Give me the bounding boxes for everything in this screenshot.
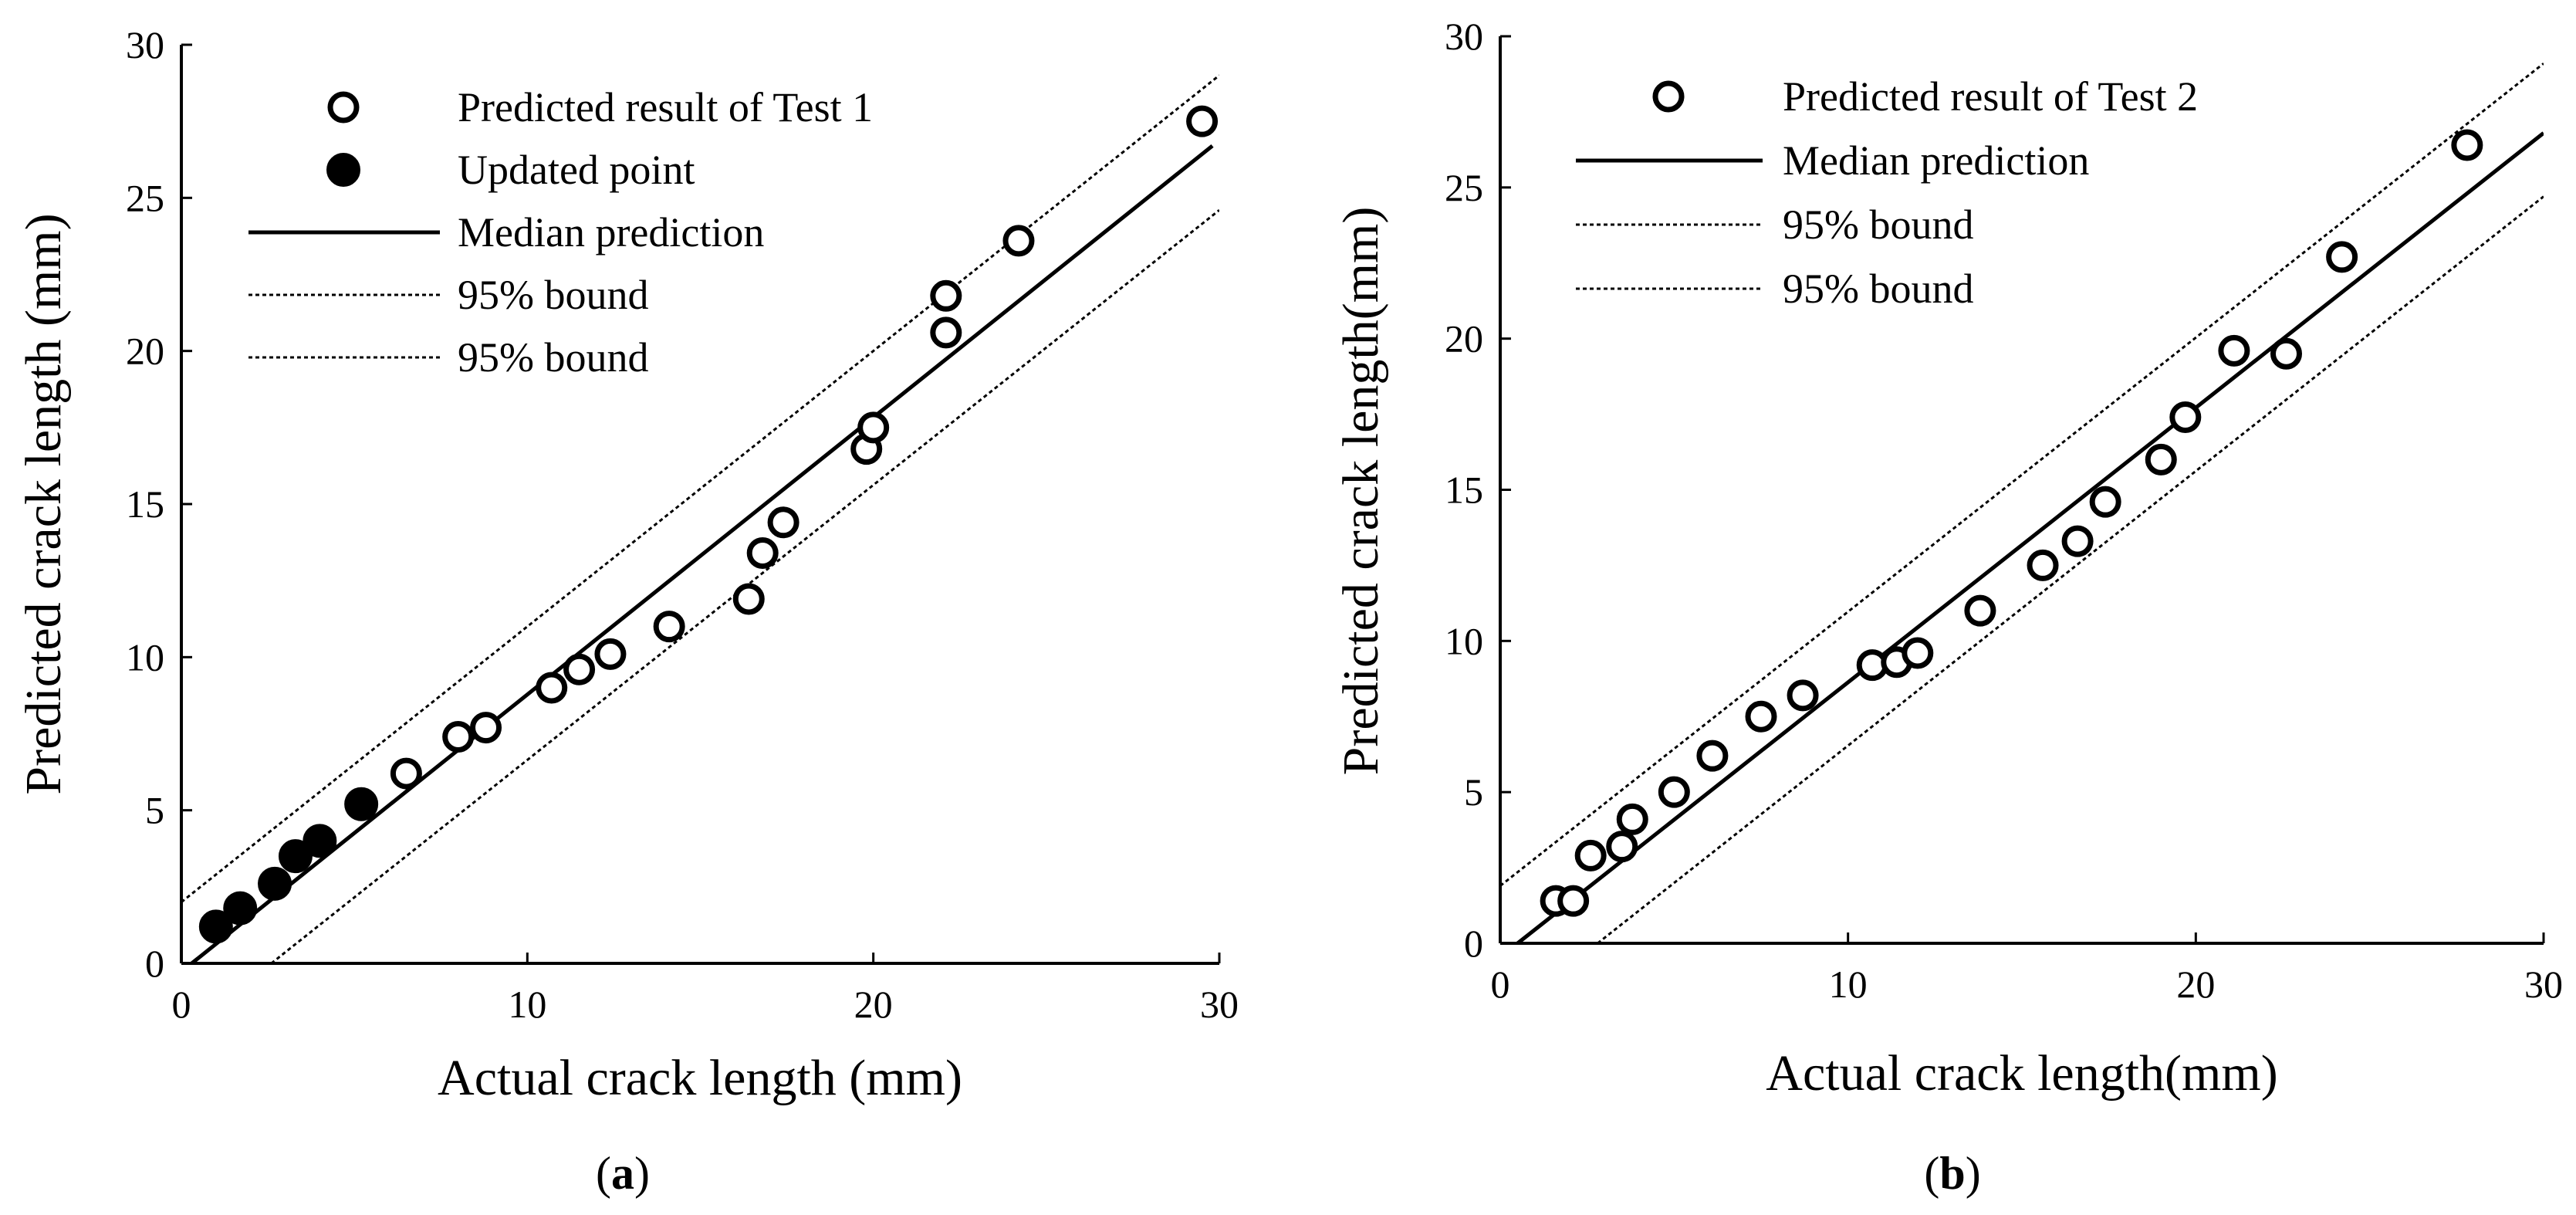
- chart-b-x-tick-label: 10: [1829, 963, 1868, 1006]
- chart-a-predicted-point: [1002, 225, 1035, 257]
- chart-b-legend-label: 95% bound: [1783, 201, 1973, 248]
- chart-b-predicted-point: [2089, 486, 2121, 518]
- chart-a-x-tick-label: 10: [508, 983, 546, 1026]
- chart-a-predicted-point: [653, 611, 685, 643]
- chart-a-legend-label: Median prediction: [458, 209, 764, 256]
- chart-b-predicted-point: [2451, 129, 2483, 161]
- chart-a-x-tick-label: 20: [854, 983, 893, 1026]
- chart-a-legend-symbol: [326, 153, 360, 187]
- chart-a-points: [198, 105, 1219, 944]
- chart-b-x-tick-label: 20: [2176, 963, 2215, 1006]
- chart-b-y-tick-label: 30: [1445, 15, 1483, 58]
- chart-a-predicted-point: [857, 411, 890, 444]
- chart-b-predicted-point: [2270, 337, 2303, 370]
- chart-a-x-ticks: 0 10 20 30: [172, 953, 1239, 1026]
- chart-a-predicted-point: [746, 536, 779, 569]
- chart-b-x-tick-label: 0: [1491, 963, 1510, 1006]
- chart-a-x-label: Actual crack length (mm): [438, 1050, 962, 1106]
- chart-a-legend-label: 95% bound: [458, 272, 648, 318]
- chart-b-caption: (b): [1924, 1148, 1980, 1199]
- chart-a-bound-line: [181, 74, 1219, 903]
- chart-a-updated-point: [344, 787, 379, 821]
- chart-a-x-tick-label: 0: [172, 983, 191, 1026]
- chart-b-bound-line: [1500, 63, 2544, 887]
- chart-a-y-ticks: 0 5 10 15 20 25 30: [126, 23, 192, 985]
- chart-b-predicted-point: [1606, 831, 1638, 863]
- chart-b-y-tick-label: 0: [1464, 922, 1483, 965]
- chart-a-predicted-point: [390, 757, 422, 790]
- chart-a-legend-label: Predicted result of Test 1: [458, 84, 873, 130]
- chart-b-predicted-point: [1557, 885, 1590, 917]
- chart-a-x-tick-label: 30: [1200, 983, 1239, 1026]
- chart-panel-b: 0 10 20 30 0 5 10 15 20 25 30 Predicted result of…: [1333, 15, 2563, 1199]
- chart-b-y-ticks: 0 5 10 15 20 25 30: [1445, 15, 1511, 965]
- chart-a-predicted-point: [563, 653, 596, 685]
- chart-b-legend-label: Predicted result of Test 2: [1783, 73, 2198, 120]
- chart-a-predicted-point: [442, 720, 475, 753]
- chart-b-x-tick-label: 30: [2524, 963, 2563, 1006]
- chart-b-predicted-point: [2326, 241, 2358, 273]
- chart-b-predicted-point: [1616, 803, 1648, 835]
- chart-b-legend: Predicted result of Test 2 Median predict…: [1576, 73, 2198, 312]
- chart-a-predicted-point: [1186, 105, 1219, 137]
- chart-b-lines: [1500, 63, 2544, 943]
- chart-a-legend-label: Updated point: [458, 147, 695, 193]
- chart-a-updated-point: [278, 839, 313, 874]
- chart-b-predicted-point: [2061, 525, 2094, 557]
- chart-b-points: [1540, 129, 2483, 917]
- chart-b-y-tick-label: 20: [1445, 317, 1483, 360]
- chart-a-predicted-point: [594, 638, 627, 670]
- chart-a-predicted-point: [767, 506, 800, 539]
- chart-a-y-tick-label: 5: [145, 789, 164, 832]
- chart-a-updated-point: [258, 866, 292, 901]
- chart-b-predicted-point: [2169, 401, 2202, 433]
- chart-a-predicted-point: [536, 672, 568, 704]
- chart-b-x-label: Actual crack length(mm): [1766, 1045, 2277, 1102]
- chart-a-y-tick-label: 15: [126, 482, 164, 526]
- chart-a-y-tick-label: 25: [126, 176, 164, 219]
- chart-b-legend-label: 95% bound: [1783, 266, 1973, 312]
- chart-a-y-tick-label: 0: [145, 942, 164, 985]
- chart-b-predicted-point: [1658, 776, 1690, 808]
- chart-b-predicted-point: [1745, 700, 1777, 733]
- chart-panel-a: 0 10 20 30 0 5 10 15 20 25 30 Predicted result of…: [15, 23, 1239, 1199]
- chart-a-updated-point: [223, 891, 258, 926]
- chart-b-caption-letter: b: [1939, 1148, 1965, 1199]
- chart-b-predicted-point: [1787, 679, 1819, 712]
- chart-b-x-ticks: 0 10 20 30: [1491, 932, 2563, 1006]
- chart-b-y-label: Predicted crack length(mm): [1333, 207, 1389, 776]
- chart-a-median-line: [190, 144, 1214, 963]
- chart-a-y-tick-label: 30: [126, 23, 164, 66]
- chart-a-predicted-point: [930, 279, 962, 312]
- chart-a-y-tick-label: 10: [126, 635, 164, 679]
- chart-a-caption: (a): [596, 1148, 650, 1199]
- chart-b-predicted-point: [2145, 443, 2177, 476]
- chart-b-legend-label: Median prediction: [1783, 137, 2089, 184]
- chart-b-legend-symbol: [1652, 80, 1685, 113]
- chart-b-y-tick-label: 5: [1464, 770, 1483, 814]
- chart-a-predicted-point: [930, 316, 962, 349]
- chart-b-median-line: [1516, 131, 2544, 943]
- chart-a-updated-point: [198, 909, 233, 944]
- chart-a-legend-symbol: [327, 91, 360, 124]
- chart-b-y-tick-label: 15: [1445, 469, 1483, 512]
- chart-a-y-tick-label: 20: [126, 330, 164, 373]
- chart-a-legend-label: 95% bound: [458, 334, 648, 381]
- chart-b-predicted-point: [1964, 594, 1996, 627]
- chart-a-predicted-point: [470, 712, 502, 744]
- chart-b-predicted-point: [1574, 839, 1607, 871]
- chart-b-predicted-point: [1696, 739, 1729, 772]
- chart-a-caption-letter: a: [611, 1148, 634, 1199]
- chart-a-y-label: Predicted crack length (mm): [15, 213, 72, 794]
- chart-a-updated-point: [303, 824, 337, 858]
- chart-a-legend: Predicted result of Test 1 Updated point M…: [248, 84, 873, 381]
- chart-b-predicted-point: [2027, 549, 2059, 581]
- chart-b-predicted-point: [2218, 334, 2250, 367]
- chart-b-predicted-point: [1902, 637, 1934, 669]
- chart-b-y-tick-label: 25: [1445, 166, 1483, 209]
- chart-a-predicted-point: [732, 583, 765, 615]
- chart-b-y-tick-label: 10: [1445, 619, 1483, 662]
- chart-b-bound-line: [1597, 195, 2544, 943]
